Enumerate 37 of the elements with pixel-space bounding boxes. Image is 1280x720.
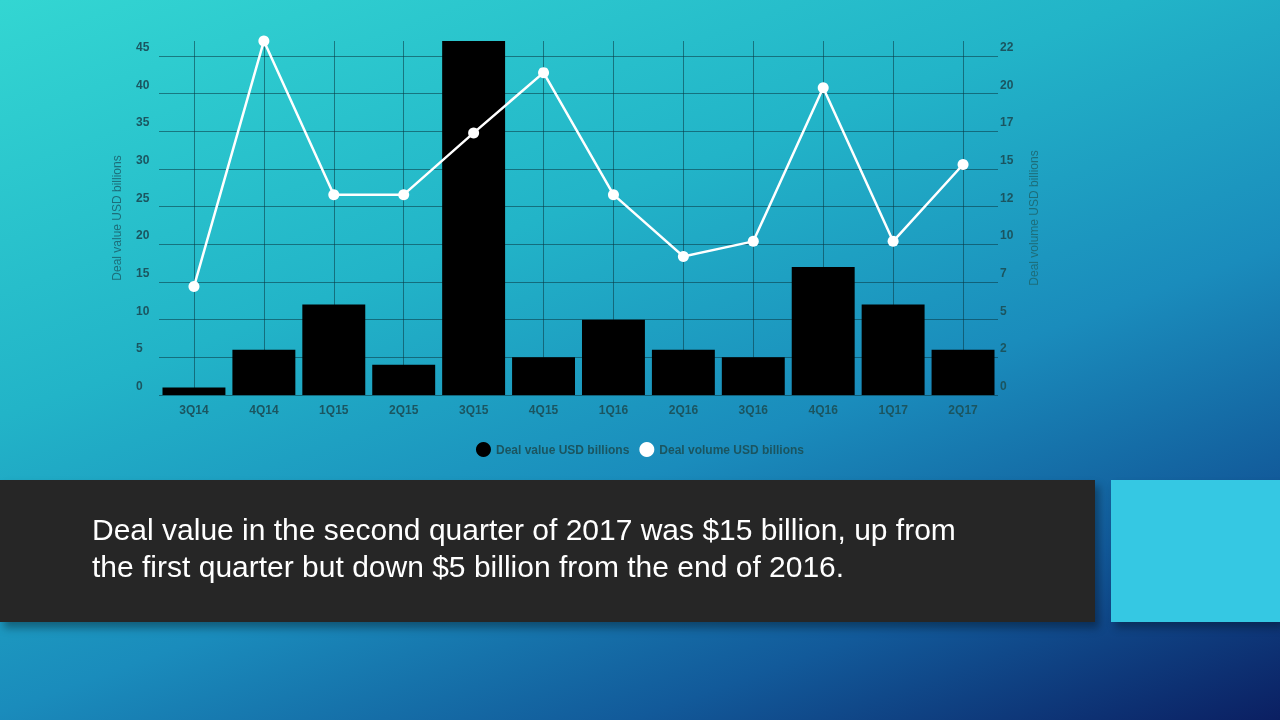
x-tick-label: 1Q17 [878,403,909,417]
y2-tick-label: 7 [1000,266,1007,281]
y2-tick-label: 20 [1000,77,1014,92]
x-tick-label: 4Q16 [808,403,839,417]
y-tick-label: 5 [136,341,143,356]
y-tick-label: 25 [136,190,150,205]
legend-label: Deal volume USD billions [659,442,805,457]
x-tick-label: 4Q14 [249,403,279,417]
x-tick-label: 3Q14 [179,403,209,417]
x-tick-label: 2Q15 [389,403,419,417]
y-tick-label: 30 [136,153,150,168]
y-tick-label: 40 [136,77,150,92]
y-tick-label: 10 [136,303,150,318]
text: Deal value in the second quarter of 2017 was $15 billion, up from the first quarter but down $5 billion from the end of 2016. [92,512,957,585]
x-tick-label: 2Q17 [948,403,979,417]
y-tick-label: 15 [136,266,150,281]
y2-axis-title: Deal volume USD billions [1027,150,1041,286]
y2-tick-label: 17 [1000,115,1014,130]
x-tick-label: 1Q16 [598,403,629,417]
y2-tick-label: 10 [1000,228,1014,243]
y2-tick-label: 0 [1000,379,1007,393]
y2-tick-label: 15 [1000,153,1014,168]
x-tick-label: 4Q15 [528,403,559,417]
y2-tick-label: 22 [1000,40,1014,55]
y-axis-title: Deal value USD billions [110,155,124,281]
y-tick-label: 0 [136,379,143,393]
y2-tick-label: 2 [1000,341,1007,356]
y-tick-label: 45 [136,40,150,55]
x-tick-label: 3Q15 [458,403,489,417]
legend-label: Deal value USD billions [495,442,630,457]
x-tick-label: 2Q16 [668,403,699,417]
y-tick-label: 20 [136,228,150,243]
y2-tick-label: 12 [1000,190,1014,205]
y2-tick-label: 5 [1000,303,1007,318]
x-tick-label: 3Q16 [738,403,769,417]
x-tick-label: 1Q15 [319,403,349,417]
y-tick-label: 35 [136,115,150,130]
